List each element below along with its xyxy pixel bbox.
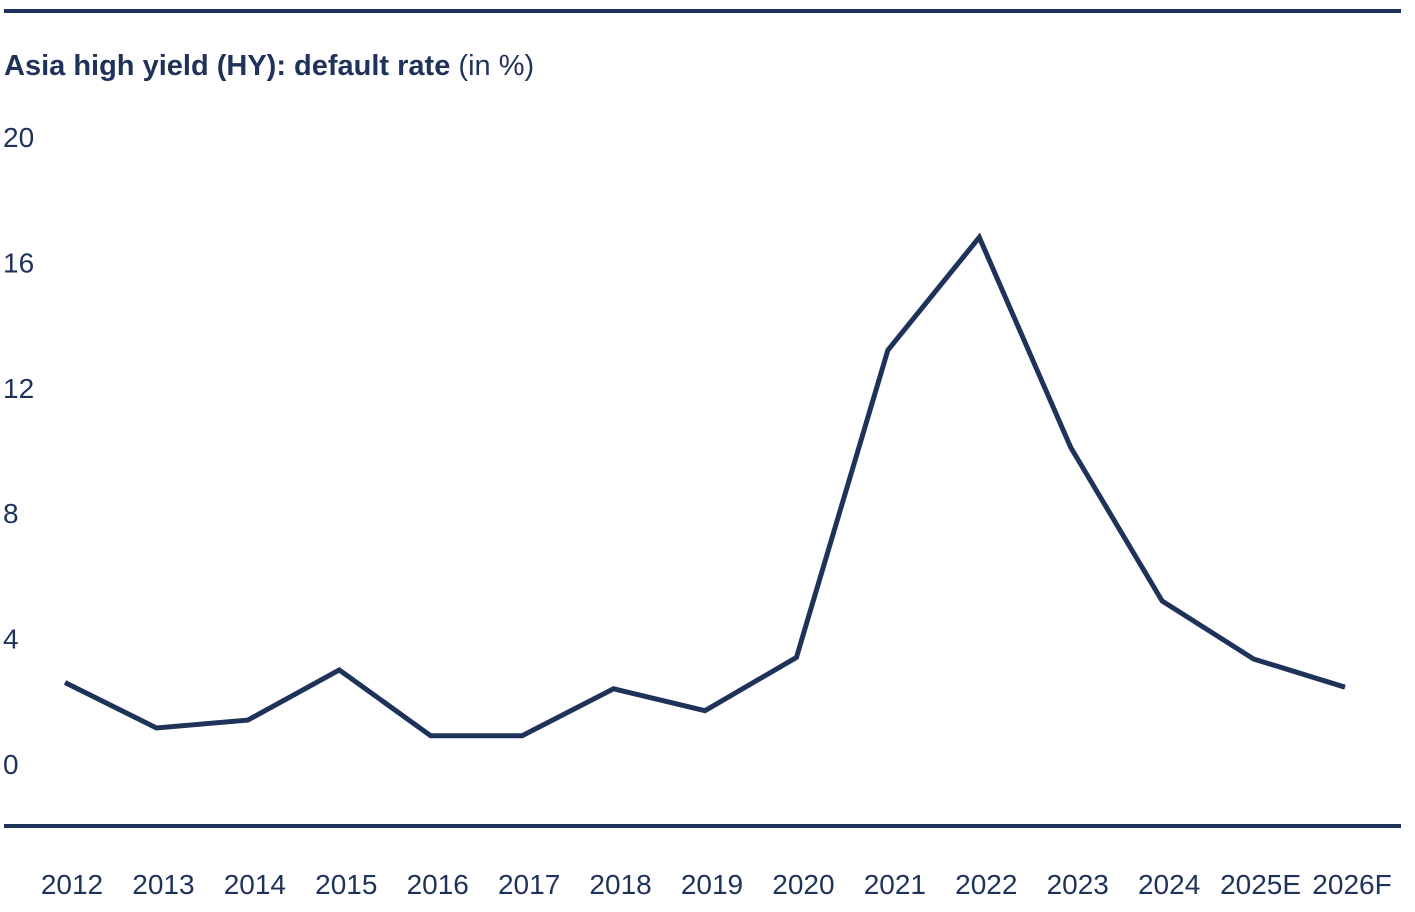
x-tick-label: 2016 <box>407 869 469 900</box>
y-tick-label: 12 <box>3 373 34 404</box>
x-tick-label: 2015 <box>315 869 377 900</box>
chart-title: Asia high yield (HY): default rate (in %… <box>4 50 534 83</box>
top-rule <box>4 9 1401 13</box>
chart-title-main: Asia high yield (HY): default rate <box>4 50 451 82</box>
x-tick-label: 2013 <box>132 869 194 900</box>
x-tick-label: 2018 <box>589 869 651 900</box>
x-tick-label: 2012 <box>41 869 103 900</box>
x-tick-label: 2022 <box>955 869 1017 900</box>
x-tick-label: 2021 <box>864 869 926 900</box>
x-tick-label: 2023 <box>1047 869 1109 900</box>
y-tick-label: 20 <box>3 122 34 153</box>
y-tick-label: 8 <box>3 498 19 529</box>
x-tick-label: 2020 <box>772 869 834 900</box>
y-tick-label: 16 <box>3 247 34 278</box>
x-tick-label: 2017 <box>498 869 560 900</box>
series-line <box>63 232 1346 739</box>
y-tick-label: 4 <box>3 624 19 655</box>
x-tick-label: 2026F <box>1312 869 1391 900</box>
x-tick-label: 2025E <box>1220 869 1301 900</box>
chart-title-unit: (in %) <box>458 50 535 82</box>
x-tick-label: 2019 <box>681 869 743 900</box>
x-tick-label: 2014 <box>224 869 286 900</box>
x-axis-rule <box>4 824 1401 828</box>
x-tick-label: 2024 <box>1138 869 1200 900</box>
y-tick-label: 0 <box>3 749 19 780</box>
